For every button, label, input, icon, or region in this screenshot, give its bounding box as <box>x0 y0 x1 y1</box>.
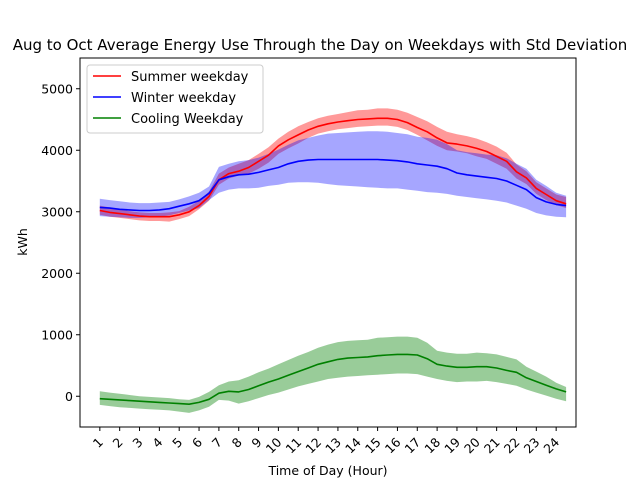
x-tick-label: 3 <box>129 435 145 451</box>
x-tick-label: 15 <box>362 435 384 457</box>
x-tick-label: 11 <box>283 435 305 457</box>
std-band-winter <box>99 131 567 218</box>
legend-label-summer: Summer weekday <box>131 70 249 85</box>
x-tick-label: 10 <box>263 434 285 456</box>
std-band-cooling <box>99 336 567 413</box>
series-line-summer <box>99 117 567 218</box>
y-tick-label: 5000 <box>41 81 73 96</box>
x-tick-label: 12 <box>302 435 324 457</box>
x-tick-label: 9 <box>248 434 264 450</box>
plot-area <box>99 108 567 413</box>
x-tick-label: 8 <box>229 434 245 450</box>
y-axis-label: kWh <box>15 228 30 256</box>
x-tick-label: 18 <box>421 434 443 456</box>
x-tick-label: 22 <box>501 435 523 457</box>
series-line-cooling <box>99 353 567 406</box>
x-tick-label: 7 <box>209 435 225 451</box>
x-tick-label: 17 <box>402 435 424 457</box>
y-tick-label: 4000 <box>41 143 73 158</box>
series-line-winter <box>99 158 567 212</box>
x-tick-label: 2 <box>110 435 126 451</box>
x-tick-label: 4 <box>149 434 165 450</box>
x-tick-label: 21 <box>481 435 503 457</box>
std-band-summer <box>99 108 567 222</box>
x-tick-label: 16 <box>382 434 404 456</box>
y-tick-label: 2000 <box>41 266 73 281</box>
x-tick-label: 24 <box>540 434 562 456</box>
x-tick-label: 13 <box>322 435 344 457</box>
x-tick-label: 20 <box>461 434 483 456</box>
x-axis-label: Time of Day (Hour) <box>267 463 387 478</box>
x-tick-label: 14 <box>342 434 364 456</box>
legend-label-cooling: Cooling Weekday <box>131 112 244 127</box>
y-tick-label: 3000 <box>41 204 73 219</box>
legend-frame <box>86 64 264 134</box>
x-tick-label: 5 <box>169 435 185 451</box>
y-axis-ticks: 0 1000 2000 3000 4000 5000 <box>41 81 80 404</box>
legend: Summer weekday Winter weekday Cooling We… <box>86 64 264 134</box>
y-tick-label: 0 <box>65 389 73 404</box>
x-tick-label: 19 <box>441 434 463 456</box>
legend-label-winter: Winter weekday <box>131 91 236 106</box>
x-tick-label: 23 <box>521 435 543 457</box>
x-tick-label: 1 <box>90 435 106 451</box>
y-tick-label: 1000 <box>41 327 73 342</box>
plot-frame <box>79 57 577 428</box>
x-tick-label: 6 <box>189 434 205 450</box>
chart-title: Aug to Oct Average Energy Use Through th… <box>13 36 628 54</box>
